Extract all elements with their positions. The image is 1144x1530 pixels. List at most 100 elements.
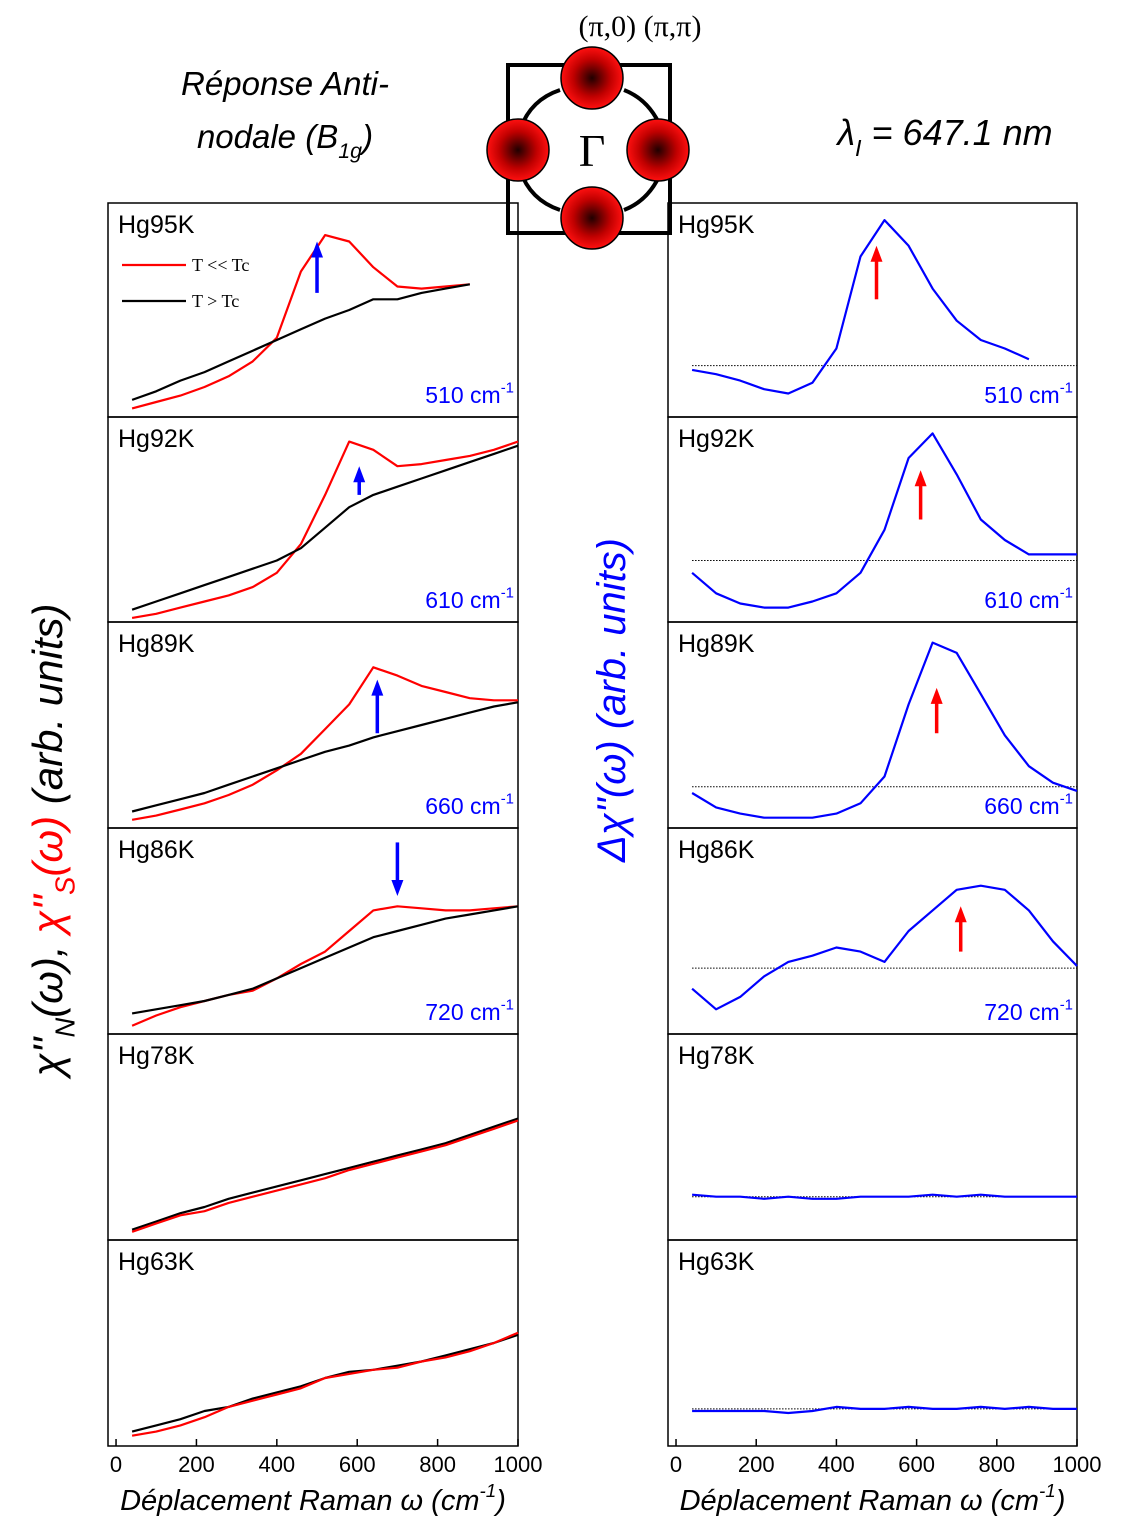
x-axis-label: Déplacement Raman ω (cm-1) [680,1480,1066,1517]
data-line [691,884,1078,1011]
text-part: (ω), [24,934,71,1018]
data-line [131,234,470,410]
text-part: 510 cm [984,382,1059,408]
data-line [691,641,1078,819]
x-tick-label: 0 [670,1452,682,1477]
panel-title: Hg89K [118,630,195,658]
data-line [131,440,519,619]
peak-arrow-head [371,679,384,696]
x-tick-label: 800 [419,1452,456,1477]
x-tick-label: 400 [258,1452,295,1477]
top-label: (π,0) (π,π) [579,10,702,43]
text-part: nodale (B [197,118,338,155]
text-part: I [855,135,862,161]
brillouin-zone: Γ [486,46,690,250]
y-axis-label: Δχ''(ω) (arb. units) [590,538,634,863]
data-line [131,905,519,1015]
peak-arrow-head [954,906,967,923]
x-tick-label: 1000 [1053,1452,1102,1477]
text-part: 610 cm [984,587,1059,613]
peak-annotation: 720 cm-1 [984,997,1073,1025]
text-part: 1g [338,139,362,163]
peak-annotation: 510 cm-1 [425,380,514,408]
data-line [131,1119,519,1233]
peak-arrow-head [311,241,324,258]
legend-label: T << Tc [192,255,249,275]
wavelength: λI = 647.1 nm [835,112,1052,161]
text-part: -1 [501,380,514,397]
text-part: (arb. units) [24,604,71,816]
text-part: λ [835,112,855,153]
text-part: 660 cm [984,793,1059,819]
text-part: 720 cm [984,999,1059,1025]
data-line [131,701,519,813]
text-part: 610 cm [425,587,500,613]
peak-annotation: 610 cm-1 [425,585,514,613]
data-line [131,666,518,821]
peak-arrow-head [391,879,404,896]
panel-title: Hg95K [118,211,195,239]
text-part: 720 cm [425,999,500,1025]
panel-title: Hg89K [678,630,755,658]
text-part: χ'' [24,1036,71,1081]
peak-arrow-head [914,470,927,487]
text-part: Déplacement Raman ω (cm [120,1485,479,1517]
text-part: 660 cm [425,793,500,819]
data-line [131,1333,519,1433]
peak-arrow-head [930,687,943,704]
peak-annotation: 660 cm-1 [425,791,514,819]
text-part: -1 [501,791,514,808]
text-part: N [50,1018,81,1038]
text-part: (ω) [24,816,71,877]
panel-title: Hg86K [678,836,755,864]
text-part: 510 cm [425,382,500,408]
panel-title: Hg92K [678,425,755,453]
panel-title: Hg86K [118,836,195,864]
x-tick-label: 800 [978,1452,1015,1477]
peak-arrow-head [870,245,883,262]
legend-label: T > Tc [192,291,239,311]
data-line [131,1117,519,1231]
text-part: -1 [1060,380,1073,397]
peak-arrow-head [353,466,366,483]
data-line [131,1331,519,1437]
text-part: -1 [501,997,514,1014]
panel-title: Hg78K [678,1042,755,1070]
data-line [692,1193,1077,1200]
data-line [691,432,1077,609]
x-tick-label: 600 [898,1452,935,1477]
peak-annotation: 510 cm-1 [984,380,1073,408]
text-part: -1 [480,1480,497,1501]
x-tick-label: 200 [178,1452,215,1477]
peak-annotation: 660 cm-1 [984,791,1073,819]
text-part: -1 [1060,585,1073,602]
x-tick-label: 600 [339,1452,376,1477]
gamma-label: Γ [579,125,606,176]
data-line [692,1405,1077,1415]
text-part: χ'' [24,893,71,938]
text-part: ) [1053,1485,1066,1517]
text-part: S [50,877,81,895]
x-axis-label: Déplacement Raman ω (cm-1) [120,1480,506,1517]
y-axis-label: χ''N(ω), χ''S(ω) (arb. units) [24,604,81,1081]
text-part: ) [493,1485,506,1517]
subtitle: nodale (B1g) [197,118,373,163]
data-line [131,283,470,401]
text-part: ) [358,118,373,155]
x-tick-label: 0 [110,1452,122,1477]
text-part: Déplacement Raman ω (cm [680,1485,1039,1517]
text-part: -1 [1060,997,1073,1014]
x-tick-label: 200 [738,1452,775,1477]
peak-annotation: 610 cm-1 [984,585,1073,613]
panel-title: Hg63K [118,1248,195,1276]
text-part: = 647.1 nm [862,112,1053,153]
subtitle: Réponse Anti- [181,65,389,102]
panel-title: Hg78K [118,1042,195,1070]
text-part: -1 [1060,791,1073,808]
panel-frame [667,1239,1078,1447]
text-part: -1 [1039,1480,1056,1501]
data-line [691,219,1030,395]
panel-title: Hg92K [118,425,195,453]
